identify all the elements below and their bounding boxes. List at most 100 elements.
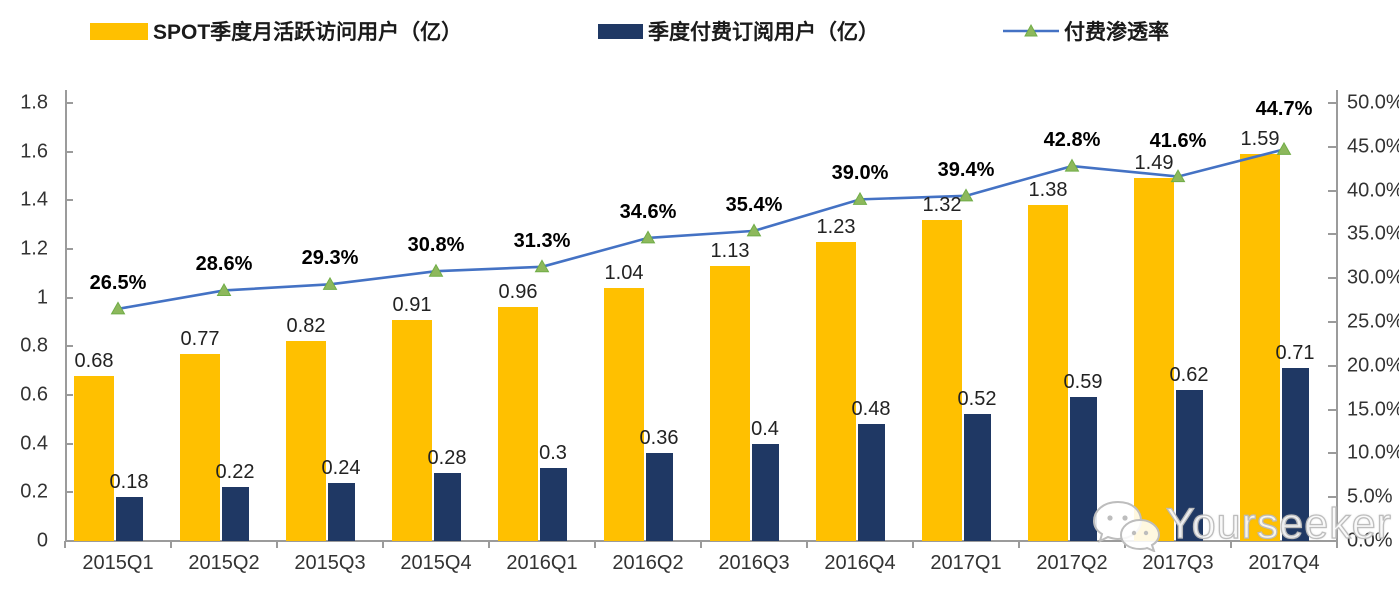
bar-label-subs: 0.62 <box>1169 364 1209 387</box>
bar-label-subs: 0.48 <box>851 398 891 421</box>
right-tick-label: 35.0% <box>1347 222 1399 245</box>
bar-mau <box>392 319 432 541</box>
bar-label-mau: 0.68 <box>74 349 114 372</box>
bar-label-mau: 1.32 <box>922 193 962 216</box>
x-tick-label: 2017Q4 <box>1248 552 1320 574</box>
x-tick-label: 2016Q3 <box>718 552 790 574</box>
right-tick-label: 10.0% <box>1347 441 1399 464</box>
line-marker-triangle <box>746 223 762 237</box>
bar-mau <box>710 266 750 541</box>
left-axis-tick <box>65 540 73 542</box>
x-tick-label: 2015Q1 <box>82 552 154 574</box>
legend-label-penetration: 付费渗透率 <box>1064 21 1169 44</box>
x-axis-tick <box>276 541 278 548</box>
right-axis-tick <box>1328 189 1336 192</box>
left-axis-tick <box>65 248 73 250</box>
right-axis-line <box>1336 90 1338 542</box>
x-axis-tick <box>700 541 702 548</box>
bar-label-subs: 0.59 <box>1063 371 1103 394</box>
x-tick-label: 2016Q1 <box>506 552 578 574</box>
line-marker-triangle <box>534 259 550 273</box>
x-axis-tick <box>488 541 490 548</box>
legend-label-subscribers: 季度付费订阅用户（亿） <box>648 21 879 44</box>
x-axis-tick <box>382 541 384 548</box>
x-axis-tick <box>912 541 914 548</box>
bar-label-mau: 1.59 <box>1240 128 1280 151</box>
penetration-pct-label: 41.6% <box>1149 129 1207 152</box>
bar-mau <box>604 287 644 541</box>
bar-label-mau: 1.38 <box>1028 179 1068 202</box>
penetration-pct-label: 28.6% <box>195 253 253 276</box>
legend-item-penetration: 付费渗透率 <box>1003 14 1169 48</box>
left-axis-tick <box>65 345 73 348</box>
legend-swatch-subscribers <box>598 23 643 39</box>
line-marker-triangle <box>1064 158 1080 172</box>
bar-label-subs: 0.24 <box>321 456 361 479</box>
line-marker-triangle <box>322 276 338 290</box>
x-tick-label: 2017Q2 <box>1036 552 1108 574</box>
x-axis-tick <box>1336 541 1338 548</box>
bar-label-subs: 0.18 <box>109 471 149 494</box>
bar-label-mau: 1.13 <box>710 240 750 263</box>
left-axis-tick <box>65 394 73 396</box>
left-tick-label: 1.2 <box>20 237 48 260</box>
left-tick-label: 0 <box>36 529 48 552</box>
wechat-icon <box>1092 500 1161 552</box>
left-axis-tick <box>65 150 73 153</box>
watermark-text: Yourseeker <box>1165 499 1392 548</box>
left-tick-label: 1.6 <box>20 140 48 163</box>
bar-label-mau: 1.04 <box>604 261 644 284</box>
bar-label-subs: 0.3 <box>539 442 567 464</box>
penetration-pct-label: 42.8% <box>1043 129 1101 152</box>
left-axis-line <box>65 90 67 542</box>
penetration-pct-label: 35.4% <box>725 193 783 216</box>
x-tick-label: 2017Q1 <box>930 552 1002 574</box>
right-tick-label: 30.0% <box>1347 266 1399 289</box>
bar-label-mau: 0.77 <box>180 327 220 350</box>
left-axis-tick <box>65 491 73 494</box>
penetration-pct-label: 44.7% <box>1255 98 1313 121</box>
x-tick-label: 2016Q2 <box>612 552 684 574</box>
legend-item-subscribers: 季度付费订阅用户（亿） <box>598 14 879 48</box>
bar-label-subs: 0.28 <box>427 446 467 469</box>
x-tick-label: 2017Q3 <box>1142 552 1214 574</box>
legend-line-marker-icon <box>1003 23 1059 37</box>
line-marker-triangle <box>428 263 444 277</box>
bar-mau <box>1028 205 1068 541</box>
bar-label-mau: 0.96 <box>498 281 538 304</box>
x-axis-tick <box>170 541 172 548</box>
bar-subs <box>1282 368 1309 541</box>
bar-label-subs: 0.52 <box>957 388 997 411</box>
penetration-line <box>117 148 1285 311</box>
penetration-pct-label: 34.6% <box>619 200 677 223</box>
x-axis-tick <box>594 541 596 548</box>
left-axis-tick <box>65 442 73 445</box>
right-axis-tick <box>1328 540 1336 542</box>
penetration-pct-label: 26.5% <box>89 271 147 294</box>
legend-label-mau: SPOT季度月活跃访问用户（亿） <box>153 21 463 44</box>
bar-label-mau: 0.82 <box>286 315 326 338</box>
penetration-pct-label: 29.3% <box>301 247 359 270</box>
bar-subs <box>434 472 461 541</box>
right-axis-tick <box>1328 277 1336 280</box>
x-tick-label: 2015Q3 <box>294 552 366 574</box>
x-tick-label: 2016Q4 <box>824 552 896 574</box>
bar-subs <box>964 414 991 541</box>
x-axis-tick <box>1230 541 1232 548</box>
bar-subs <box>1176 390 1203 541</box>
bar-mau <box>1134 178 1174 541</box>
bar-label-subs: 0.71 <box>1275 342 1315 365</box>
bar-label-subs: 0.36 <box>639 427 679 450</box>
bar-subs <box>222 487 249 541</box>
bar-subs <box>328 482 355 541</box>
right-axis-tick <box>1328 408 1336 411</box>
right-tick-label: 40.0% <box>1347 179 1399 202</box>
x-axis-tick <box>64 541 66 548</box>
bar-mau <box>816 241 856 541</box>
bar-mau <box>922 219 962 541</box>
right-axis-tick <box>1328 364 1336 367</box>
right-axis-tick <box>1328 452 1336 455</box>
bar-mau <box>180 353 220 541</box>
x-axis-tick <box>1018 541 1020 548</box>
